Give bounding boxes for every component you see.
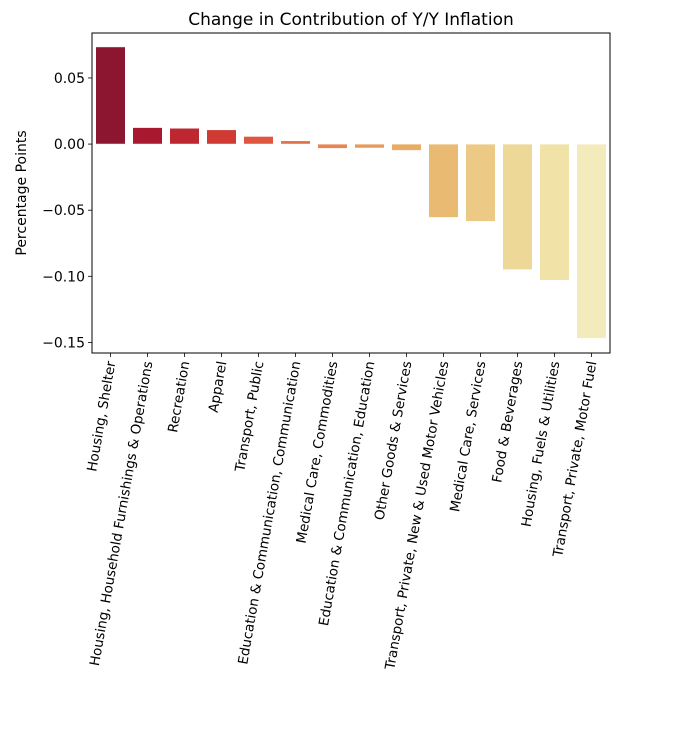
y-axis-label: Percentage Points [14,130,30,255]
y-tick-label: −0.05 [42,203,85,219]
plot-frame [91,32,611,354]
x-tick-label: Medical Care, Services [447,360,489,513]
bar-8 [354,143,385,149]
bars-group [95,46,607,339]
x-tick-label: Other Goods & Services [372,360,416,522]
x-tick-label: Housing, Fuels & Utilities [518,360,563,528]
bar-3 [169,127,200,145]
y-tick-label: −0.10 [42,269,85,285]
bar-4 [206,129,237,145]
bar-13 [539,143,570,281]
bar-12 [502,143,533,270]
bar-9 [391,143,422,151]
y-tick-label: 0.00 [54,137,85,153]
x-tick-label: Recreation [165,360,193,434]
bar-10 [428,143,459,218]
y-tick-label: 0.05 [54,71,85,87]
y-tick-label: −0.15 [42,335,85,351]
bar-6 [280,140,311,145]
x-tick-label: Transport, Public [232,360,267,474]
x-tick-label: Housing, Shelter [84,359,119,472]
bar-11 [465,143,496,222]
bar-5 [243,136,274,145]
x-tick-label: Apparel [206,360,231,414]
x-tick-label: Food & Beverages [489,360,526,484]
y-axis-ticks: 0.05 0.00 −0.05 −0.10 −0.15 [42,71,92,351]
bar-7 [317,143,348,149]
bar-1 [95,46,126,145]
bar-2 [132,127,163,145]
bar-14 [576,143,607,339]
chart-title: Change in Contribution of Y/Y Inflation [188,10,514,30]
